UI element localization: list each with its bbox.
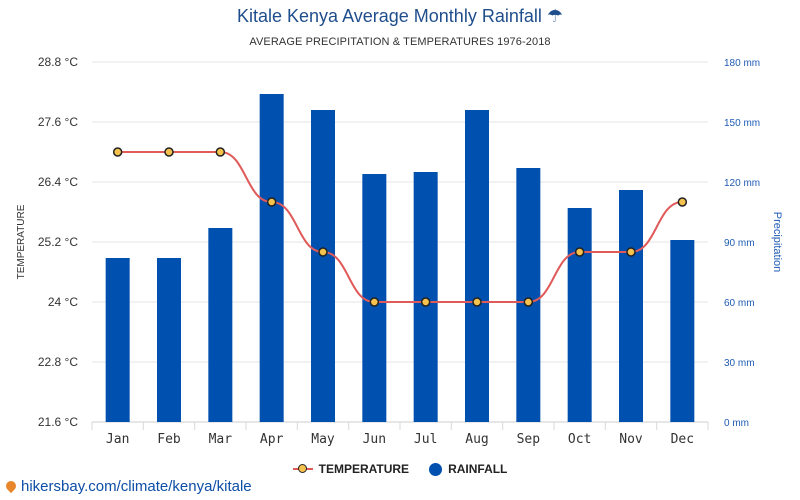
y2-tick-label: 150 mm (724, 118, 760, 129)
x-tick-label: Dec (671, 432, 694, 447)
rainfall-bar (465, 110, 489, 422)
x-tick-label: Mar (209, 432, 233, 447)
x-tick-label: Jul (414, 432, 437, 447)
rainfall-bar (208, 228, 233, 422)
y-tick-label: 25.2 °C (38, 235, 78, 249)
y2-tick-label: 90 mm (724, 238, 755, 249)
legend-label-temperature: TEMPERATURE (318, 462, 410, 476)
y2-tick-label: 120 mm (724, 178, 760, 189)
rainfall-bar (157, 258, 181, 422)
x-tick-label: Apr (260, 432, 284, 447)
y2-tick-label: 30 mm (724, 358, 755, 369)
y2-tick-label: 0 mm (724, 418, 749, 429)
x-tick-label: May (311, 432, 335, 447)
temperature-point (626, 247, 636, 257)
chart-subtitle: AVERAGE PRECIPITATION & TEMPERATURES 197… (249, 36, 551, 48)
rainfall-bar (105, 258, 130, 422)
y-tick-label: 26.4 °C (38, 175, 78, 189)
rainfall-bar (670, 240, 695, 422)
x-tick-label: Jan (106, 432, 129, 447)
y2-tick-label: 60 mm (724, 298, 755, 309)
legend-label-rainfall: RAINFALL (448, 462, 508, 476)
y-tick-label: 24 °C (48, 295, 78, 309)
y-tick-label: 22.8 °C (38, 355, 78, 369)
legend: TEMPERATURE RAINFALL (0, 462, 800, 476)
y-tick-label: 28.8 °C (38, 55, 78, 69)
rainfall-bar (567, 208, 592, 422)
legend-item-temperature[interactable]: TEMPERATURE (292, 462, 410, 476)
x-tick-label: Nov (619, 432, 643, 447)
temperature-point (420, 297, 431, 307)
temperature-point (677, 197, 688, 207)
temperature-point (112, 147, 123, 157)
line-marker-icon (292, 463, 313, 475)
rainfall-bar (516, 168, 541, 422)
temperature-point (266, 197, 277, 207)
legend-item-rainfall[interactable]: RAINFALL (429, 462, 507, 476)
y-axis-label: TEMPERATURE (16, 204, 27, 279)
rainfall-bar (413, 172, 438, 422)
temperature-point (215, 147, 226, 157)
source-text: hikersbay.com/climate/kenya/kitale (21, 478, 252, 495)
temperature-point (318, 247, 328, 257)
y2-tick-label: 180 mm (724, 58, 760, 69)
temperature-point (472, 297, 482, 307)
x-tick-label: Oct (568, 432, 591, 447)
location-pin-icon (3, 478, 19, 493)
y-tick-label: 21.6 °C (38, 415, 78, 429)
rainfall-bar (259, 94, 284, 422)
x-tick-label: Aug (465, 432, 488, 447)
temperature-point (523, 297, 534, 307)
temperature-point (369, 297, 380, 307)
temperature-point (164, 147, 174, 157)
y2-axis-label: Precipitation (771, 212, 783, 273)
chart-title: Kitale Kenya Average Monthly Rainfall ☂ (237, 6, 563, 26)
rainfall-bar (619, 190, 643, 422)
x-tick-label: Feb (157, 432, 181, 447)
circle-icon (429, 462, 443, 476)
source-link[interactable]: hikersbay.com/climate/kenya/kitale (3, 478, 252, 495)
x-tick-label: Jun (363, 432, 386, 447)
x-tick-label: Sep (517, 432, 541, 447)
temperature-line (117, 151, 683, 303)
y-tick-label: 27.6 °C (38, 115, 78, 129)
rainfall-bar (311, 110, 335, 422)
temperature-point (574, 247, 585, 257)
